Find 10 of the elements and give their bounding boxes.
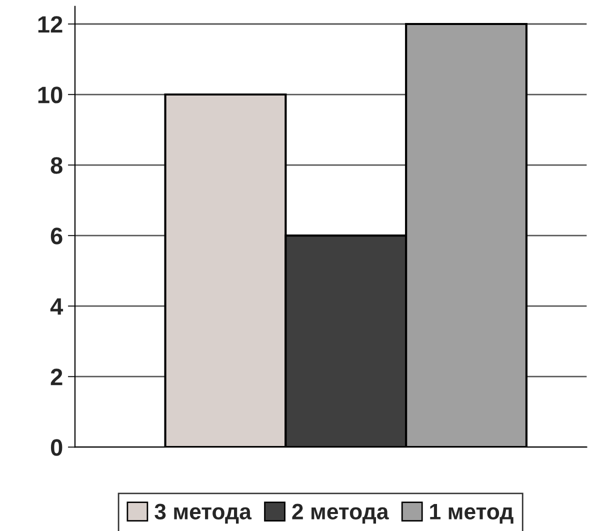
y-tick-label: 10 [38,86,62,104]
y-tick-label: 8 [50,157,62,174]
legend-label: 2 метода [292,504,389,524]
y-tick-label: 0 [50,439,62,456]
y-tick-label: 4 [50,298,64,315]
legend-label: 3 метода [154,504,252,524]
legend-label: 1 метод [430,504,514,524]
y-tick-label: 12 [38,16,62,33]
y-tick-label: 2 [50,368,62,386]
y-tick-label: 6 [50,228,62,244]
